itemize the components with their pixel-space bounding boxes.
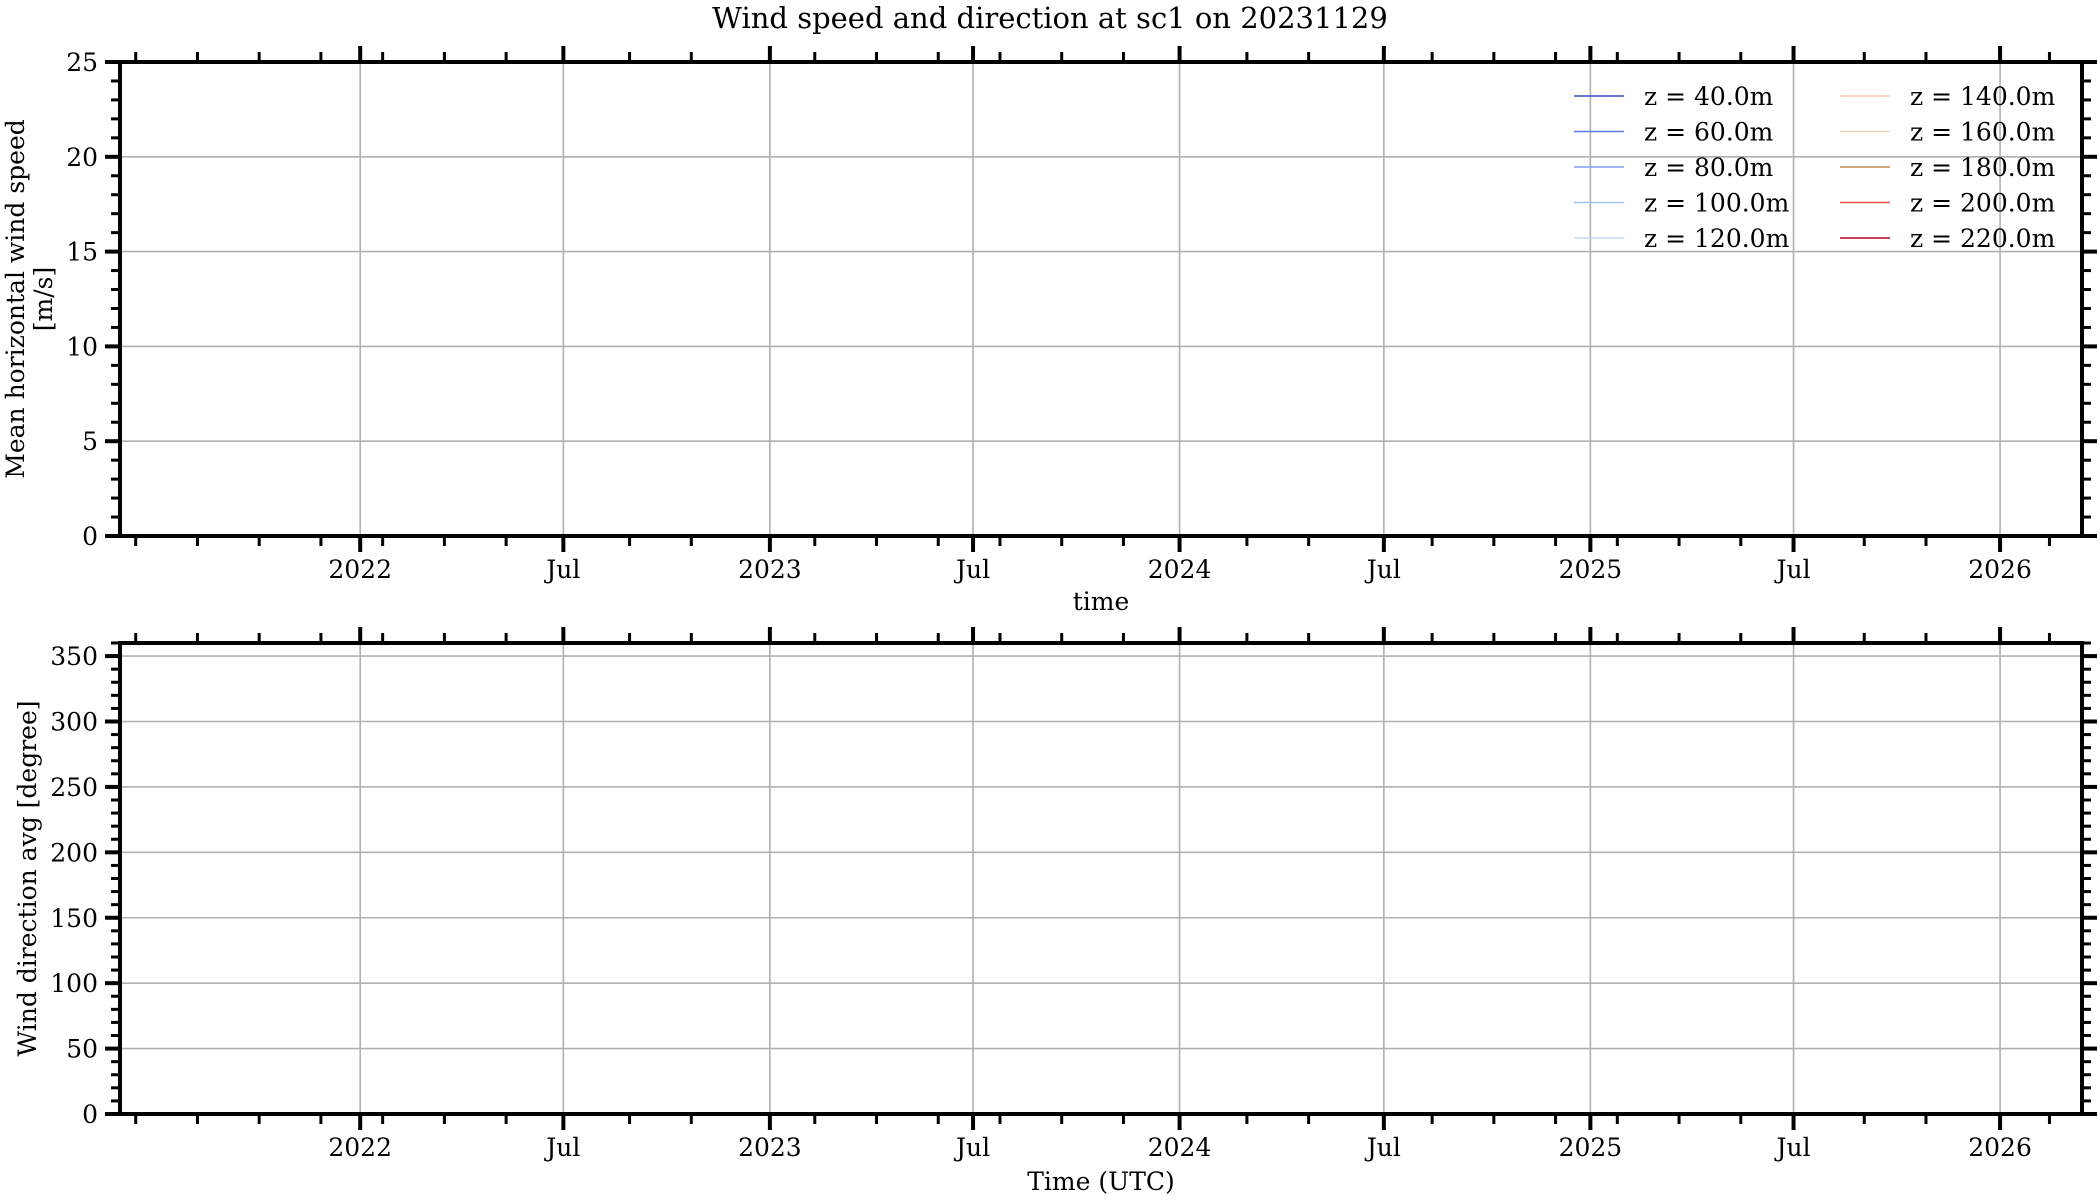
y-tick-label: 10: [66, 332, 98, 361]
legend-item: z = 180.0m: [1840, 153, 2056, 182]
legend-item: z = 160.0m: [1840, 118, 2056, 147]
y-axis-label: Mean horizontal wind speed: [1, 119, 30, 479]
y-tick-label: 300: [50, 708, 98, 737]
y-tick-label: 150: [50, 904, 98, 933]
y-axis-label: [m/s]: [29, 267, 58, 331]
x-tick-label: Jul: [953, 1133, 990, 1162]
plot-frame: [118, 641, 2084, 1116]
x-tick-label: Jul: [953, 555, 990, 584]
x-tick-label: 2026: [1968, 1133, 2032, 1162]
legend-item: z = 80.0m: [1574, 153, 1774, 182]
x-tick-label: Jul: [1364, 1133, 1401, 1162]
x-tick-label: Jul: [1773, 1133, 1810, 1162]
x-tick-label: Jul: [1364, 555, 1401, 584]
legend-label: z = 160.0m: [1910, 118, 2056, 147]
y-tick-label: 200: [50, 838, 98, 867]
x-tick-label: Jul: [1773, 555, 1810, 584]
y-tick-label: 0: [82, 1100, 98, 1129]
legend-label: z = 60.0m: [1644, 118, 1774, 147]
wind-direction-panel: 2022 Jul 2023 Jul 2024 Jul 2025 Jul 2026 0 50 100 15…: [13, 627, 2097, 1196]
legend-label: z = 80.0m: [1644, 153, 1774, 182]
y-tick-label: 50: [66, 1035, 98, 1064]
legend-item: z = 140.0m: [1840, 82, 2056, 111]
plot-frame: [118, 60, 2084, 538]
y-tick-label: 25: [66, 48, 98, 77]
y-axis-label: Wind direction avg [degree]: [13, 700, 42, 1056]
x-tick-label: 2024: [1148, 1133, 1212, 1162]
legend-label: z = 140.0m: [1910, 82, 2056, 111]
legend-label: z = 100.0m: [1644, 189, 1790, 218]
legend-item: z = 120.0m: [1574, 224, 1790, 253]
y-tick-label: 100: [50, 969, 98, 998]
y-tick-label: 0: [82, 522, 98, 551]
x-tick-label: Jul: [543, 1133, 580, 1162]
y-tick-label: 20: [66, 143, 98, 172]
x-tick-label: 2023: [738, 1133, 802, 1162]
legend-item: z = 200.0m: [1840, 189, 2056, 218]
legend-item: z = 40.0m: [1574, 82, 1774, 111]
legend: z = 40.0m z = 60.0m z = 80.0m z = 100.0m z =…: [1574, 82, 2056, 253]
x-tick-label: 2022: [328, 1133, 392, 1162]
legend-item: z = 60.0m: [1574, 118, 1774, 147]
x-tick-label: 2026: [1968, 555, 2032, 584]
x-tick-label: 2022: [328, 555, 392, 584]
x-axis-label: time: [1073, 587, 1130, 616]
legend-label: z = 220.0m: [1910, 224, 2056, 253]
y-tick-label: 5: [82, 427, 98, 456]
legend-item: z = 220.0m: [1840, 224, 2056, 253]
x-tick-label: 2025: [1559, 1133, 1623, 1162]
x-tick-label: 2025: [1559, 555, 1623, 584]
legend-label: z = 180.0m: [1910, 153, 2056, 182]
y-tick-label: 350: [50, 642, 98, 671]
x-tick-label: Jul: [543, 555, 580, 584]
legend-item: z = 100.0m: [1574, 189, 1790, 218]
y-tick-label: 250: [50, 773, 98, 802]
figure-title: Wind speed and direction at sc1 on 20231…: [712, 1, 1388, 35]
legend-label: z = 40.0m: [1644, 82, 1774, 111]
y-tick-label: 15: [66, 238, 98, 267]
x-axis-label: Time (UTC): [1027, 1167, 1175, 1196]
x-tick-label: 2023: [738, 555, 802, 584]
legend-label: z = 120.0m: [1644, 224, 1790, 253]
wind-speed-panel: 2022 Jul 2023 Jul 2024 Jul 2025 Jul 202605101520…: [1, 46, 2097, 616]
x-tick-label: 2024: [1148, 555, 1212, 584]
legend-label: z = 200.0m: [1910, 189, 2056, 218]
